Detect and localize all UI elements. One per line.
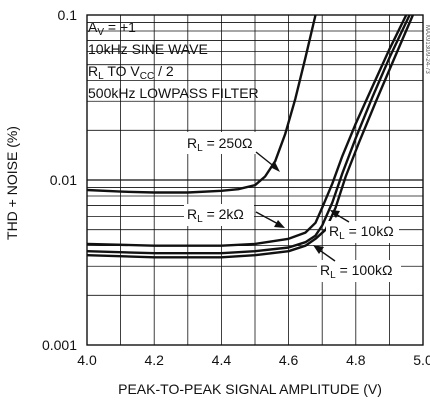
arrowhead-10k — [330, 210, 340, 218]
series-line-2 — [86, 14, 408, 247]
x-tick-label: 5.0 — [413, 352, 430, 368]
leader-2k — [255, 211, 281, 226]
watermark: MAX9130/9-24-73 — [424, 25, 430, 74]
x-tick-label: 4.2 — [144, 352, 164, 368]
note-filter: 500kHz LOWPASS FILTER — [88, 85, 259, 101]
series-label-10k: RL = 10kΩ — [329, 223, 394, 242]
series-lines — [86, 14, 415, 259]
series-line-4 — [86, 14, 415, 259]
label-bg-100k — [317, 260, 401, 282]
condition-notes: AV = +1 10kHz SINE WAVE RL TO VCC / 2 50… — [88, 19, 259, 101]
arrowhead-250 — [270, 162, 280, 172]
series-label-100k: RL = 100kΩ — [320, 262, 392, 281]
x-tick-label: 4.8 — [346, 352, 366, 368]
x-tick-label: 4.4 — [212, 352, 232, 368]
label-bg-2k — [184, 204, 254, 226]
tick-labels: 4.0 4.2 4.4 4.6 4.8 5.0 0.1 0.01 0.001 — [42, 7, 430, 368]
y-tick-label: 0.01 — [50, 172, 77, 188]
y-tick-label: 0.1 — [58, 7, 78, 23]
arrowhead-2k — [274, 220, 285, 228]
series-labels: RL = 250Ω RL = 2kΩ RL = 10kΩ RL = 100kΩ — [184, 132, 401, 282]
x-axis-title: PEAK-TO-PEAK SIGNAL AMPLITUDE (V) — [118, 381, 382, 397]
x-tick-label: 4.6 — [279, 352, 299, 368]
series-line-1 — [86, 14, 317, 194]
series-line-3 — [86, 14, 411, 255]
series-label-250: RL = 250Ω — [187, 135, 252, 154]
note-signal: 10kHz SINE WAVE — [88, 41, 208, 57]
note-load: RL TO VCC / 2 — [88, 63, 174, 82]
note-gain: AV = +1 — [88, 19, 136, 38]
y-axis-title: THD + NOISE (%) — [4, 126, 20, 240]
series-label-2k: RL = 2kΩ — [187, 206, 244, 225]
label-bg-10k — [326, 221, 399, 243]
arrowhead-100k — [313, 245, 324, 254]
label-bg-250 — [184, 132, 264, 154]
y-tick-label: 0.001 — [42, 337, 77, 353]
plot-frame — [86, 14, 424, 346]
x-tick-label: 4.0 — [77, 352, 97, 368]
